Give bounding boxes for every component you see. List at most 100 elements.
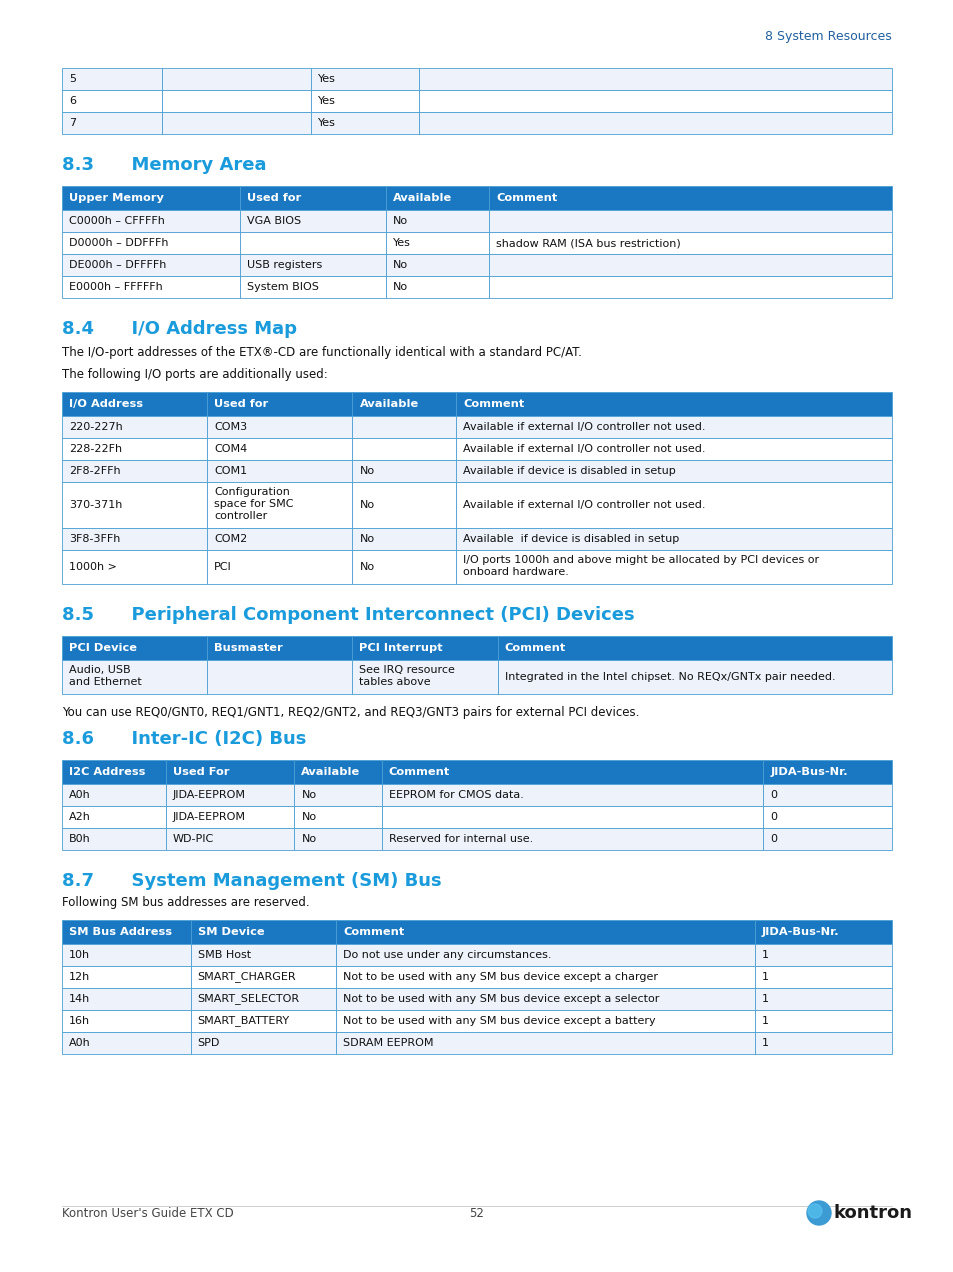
- Text: PCI Interrupt: PCI Interrupt: [359, 644, 442, 653]
- Bar: [497, 636, 891, 660]
- Text: 0: 0: [769, 790, 777, 800]
- Bar: [62, 460, 207, 482]
- Bar: [385, 276, 489, 298]
- Text: I/O Address: I/O Address: [69, 399, 143, 410]
- Text: SDRAM EEPROM: SDRAM EEPROM: [342, 1038, 433, 1048]
- Text: Yes: Yes: [317, 74, 335, 84]
- Bar: [240, 210, 385, 232]
- Bar: [456, 528, 891, 550]
- Text: SMART_SELECTOR: SMART_SELECTOR: [197, 993, 299, 1005]
- Text: Available if external I/O controller not used.: Available if external I/O controller not…: [463, 444, 705, 454]
- Bar: [166, 828, 294, 850]
- Bar: [418, 67, 891, 90]
- Bar: [754, 944, 891, 965]
- Text: Available if device is disabled in setup: Available if device is disabled in setup: [463, 466, 676, 476]
- Text: No: No: [393, 282, 407, 293]
- Bar: [207, 528, 352, 550]
- Text: 1: 1: [761, 1038, 768, 1048]
- Text: Not to be used with any SM bus device except a charger: Not to be used with any SM bus device ex…: [342, 972, 658, 982]
- Text: No: No: [393, 216, 407, 226]
- Text: Available: Available: [359, 399, 418, 410]
- Text: Integrated in the Intel chipset. No REQx/GNTx pair needed.: Integrated in the Intel chipset. No REQx…: [504, 672, 835, 682]
- Bar: [166, 759, 294, 784]
- Bar: [207, 482, 352, 528]
- Bar: [381, 828, 762, 850]
- Bar: [762, 828, 891, 850]
- Text: No: No: [301, 812, 316, 822]
- Text: The I/O-port addresses of the ETX®-CD are functionally identical with a standard: The I/O-port addresses of the ETX®-CD ar…: [62, 346, 581, 359]
- Circle shape: [807, 1205, 821, 1219]
- Bar: [240, 232, 385, 254]
- Bar: [62, 392, 207, 416]
- Text: 52: 52: [469, 1207, 484, 1220]
- Text: 370-371h: 370-371h: [69, 500, 122, 510]
- Text: 8.6      Inter-IC (I2C) Bus: 8.6 Inter-IC (I2C) Bus: [62, 730, 306, 748]
- Bar: [335, 965, 754, 988]
- Bar: [352, 460, 456, 482]
- Bar: [385, 210, 489, 232]
- Bar: [762, 784, 891, 806]
- Text: You can use REQ0/GNT0, REQ1/GNT1, REQ2/GNT2, and REQ3/GNT3 pairs for external PC: You can use REQ0/GNT0, REQ1/GNT1, REQ2/G…: [62, 706, 639, 719]
- Text: SM Bus Address: SM Bus Address: [69, 927, 172, 937]
- Text: Comment: Comment: [342, 927, 404, 937]
- Bar: [62, 254, 240, 276]
- Text: SMART_BATTERY: SMART_BATTERY: [197, 1015, 290, 1027]
- Bar: [418, 112, 891, 134]
- Bar: [754, 1010, 891, 1032]
- Bar: [161, 67, 311, 90]
- Text: 8.4      I/O Address Map: 8.4 I/O Address Map: [62, 321, 296, 338]
- Text: 5: 5: [69, 74, 76, 84]
- Bar: [352, 438, 456, 460]
- Text: No: No: [301, 790, 316, 800]
- Bar: [62, 1032, 191, 1054]
- Bar: [62, 186, 240, 210]
- Text: 1000h >: 1000h >: [69, 562, 117, 572]
- Bar: [381, 759, 762, 784]
- Bar: [62, 416, 207, 438]
- Bar: [754, 965, 891, 988]
- Bar: [489, 186, 891, 210]
- Text: controller: controller: [214, 511, 267, 522]
- Bar: [294, 759, 381, 784]
- Text: tables above: tables above: [359, 677, 431, 687]
- Text: 8.5      Peripheral Component Interconnect (PCI) Devices: 8.5 Peripheral Component Interconnect (P…: [62, 605, 634, 625]
- Bar: [385, 232, 489, 254]
- Bar: [456, 416, 891, 438]
- Bar: [191, 944, 335, 965]
- Bar: [489, 254, 891, 276]
- Text: C0000h – CFFFFh: C0000h – CFFFFh: [69, 216, 165, 226]
- Bar: [311, 90, 418, 112]
- Bar: [207, 416, 352, 438]
- Text: kontron: kontron: [833, 1205, 912, 1222]
- Text: 14h: 14h: [69, 993, 91, 1004]
- Text: 6: 6: [69, 95, 76, 106]
- Text: No: No: [359, 466, 375, 476]
- Bar: [62, 276, 240, 298]
- Text: 10h: 10h: [69, 950, 90, 960]
- Text: DE000h – DFFFFh: DE000h – DFFFFh: [69, 259, 166, 270]
- Text: Available if external I/O controller not used.: Available if external I/O controller not…: [463, 500, 705, 510]
- Text: Used For: Used For: [172, 767, 229, 777]
- Bar: [62, 828, 166, 850]
- Text: Comment: Comment: [504, 644, 565, 653]
- Bar: [62, 438, 207, 460]
- Text: Comment: Comment: [463, 399, 524, 410]
- Bar: [311, 67, 418, 90]
- Text: COM1: COM1: [214, 466, 247, 476]
- Text: Available  if device is disabled in setup: Available if device is disabled in setup: [463, 534, 679, 544]
- Text: I/O ports 1000h and above might be allocated by PCI devices or: I/O ports 1000h and above might be alloc…: [463, 555, 819, 565]
- Bar: [418, 90, 891, 112]
- Text: The following I/O ports are additionally used:: The following I/O ports are additionally…: [62, 368, 328, 382]
- Bar: [385, 254, 489, 276]
- Bar: [335, 1032, 754, 1054]
- Bar: [489, 210, 891, 232]
- Text: No: No: [393, 259, 407, 270]
- Text: 1: 1: [761, 993, 768, 1004]
- Text: 8.7      System Management (SM) Bus: 8.7 System Management (SM) Bus: [62, 873, 441, 890]
- Text: 8 System Resources: 8 System Resources: [764, 31, 891, 43]
- Bar: [207, 392, 352, 416]
- Text: No: No: [301, 834, 316, 845]
- Bar: [62, 67, 161, 90]
- Text: Reserved for internal use.: Reserved for internal use.: [388, 834, 532, 845]
- Bar: [207, 460, 352, 482]
